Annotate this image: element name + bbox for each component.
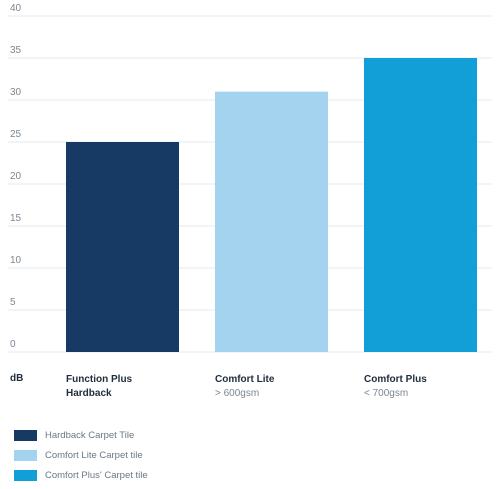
- category-sub: > 600gsm: [215, 388, 260, 399]
- y-tick-label: 25: [10, 129, 22, 140]
- legend-swatch: [14, 429, 37, 441]
- y-tick-label: 0: [10, 339, 16, 350]
- bar: [215, 91, 328, 352]
- category-name: Function Plus: [66, 374, 133, 385]
- category-sub: Hardback: [66, 388, 112, 399]
- legend-item-comfort-plus: Comfort Plus' Carpet tile: [14, 465, 148, 485]
- y-tick-label: 35: [10, 45, 22, 56]
- category-sub: < 700gsm: [364, 388, 409, 399]
- category-label-function-plus: Function Plus Hardback: [66, 373, 132, 401]
- legend-swatch: [14, 449, 37, 461]
- bar: [364, 58, 477, 352]
- category-label-comfort-plus: Comfort Plus < 700gsm: [364, 373, 427, 401]
- y-tick-label: 10: [10, 255, 22, 266]
- legend-label: Comfort Plus' Carpet tile: [45, 469, 148, 481]
- y-tick-label: 5: [10, 297, 16, 308]
- bar: [66, 142, 179, 352]
- category-name: Comfort Plus: [364, 374, 427, 385]
- y-tick-label: 15: [10, 213, 22, 224]
- y-tick-label: 20: [10, 171, 22, 182]
- legend: Hardback Carpet Tile Comfort Lite Carpet…: [14, 425, 148, 485]
- y-axis-ticks: 0 5 10 15 20 25 30 35 40: [10, 3, 22, 350]
- bar-chart: 0 5 10 15 20 25 30 35 40: [8, 3, 492, 353]
- y-tick-label: 40: [10, 3, 22, 14]
- legend-label: Comfort Lite Carpet tile: [45, 449, 143, 461]
- y-axis-unit-label: dB: [10, 373, 24, 384]
- legend-item-comfort-lite: Comfort Lite Carpet tile: [14, 445, 148, 465]
- legend-item-hardback: Hardback Carpet Tile: [14, 425, 148, 445]
- category-label-comfort-lite: Comfort Lite > 600gsm: [215, 373, 274, 401]
- category-name: Comfort Lite: [215, 374, 275, 385]
- legend-label: Hardback Carpet Tile: [45, 429, 135, 441]
- legend-swatch: [14, 469, 37, 481]
- y-tick-label: 30: [10, 87, 22, 98]
- bars: [66, 58, 477, 352]
